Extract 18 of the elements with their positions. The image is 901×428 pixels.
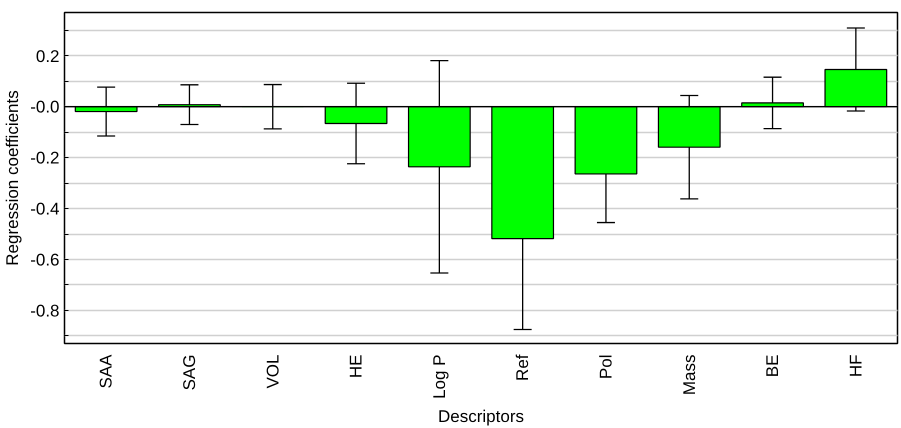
y-tick-label: -0.6 [30,250,60,270]
x-tick-label: BE [763,354,782,378]
x-tick-label: SAA [96,354,116,389]
x-tick-label: Pol [596,354,616,380]
x-tick-label: Log P [430,354,449,399]
x-tick-label: VOL [263,354,282,389]
y-tick-label: -0.2 [30,148,60,168]
y-axis-title: Regression coefficients [3,90,22,266]
x-tick-label: HE [346,354,366,378]
y-tick-label: -0.8 [30,301,60,320]
y-tick-label: -0.0 [30,98,60,117]
x-axis-title: Descriptors [438,406,524,426]
x-tick-label: Ref [513,354,532,381]
y-tick-label: 0.2 [36,46,60,66]
x-tick-label: HF [846,354,866,378]
x-tick-label: SAG [180,354,199,390]
x-tick-label: Mass [680,354,699,396]
y-tick-label: -0.4 [30,200,60,219]
